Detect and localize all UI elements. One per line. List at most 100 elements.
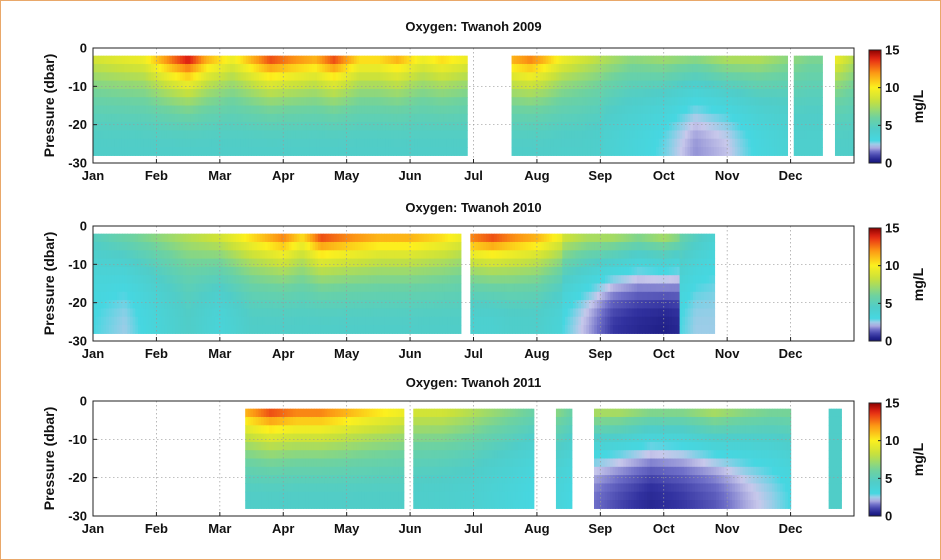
oxygen-cell: [362, 316, 367, 326]
oxygen-cell: [230, 291, 234, 301]
oxygen-cell: [658, 147, 662, 156]
oxygen-cell: [254, 233, 258, 243]
oxygen-cell: [595, 97, 599, 107]
oxygen-cell: [848, 130, 852, 140]
oxygen-cell: [415, 258, 420, 268]
oxygen-cell: [108, 55, 113, 65]
oxygen-cell: [734, 97, 739, 107]
oxygen-cell: [415, 316, 420, 326]
oxygen-cell: [222, 55, 226, 65]
oxygen-cell: [230, 300, 234, 310]
oxygen-cell: [232, 138, 236, 148]
oxygen-cell: [121, 80, 126, 90]
oxygen-cell: [294, 325, 298, 334]
oxygen-cell: [298, 97, 302, 107]
panel-title: Oxygen: Twanoh 2010: [405, 200, 541, 215]
oxygen-cell: [406, 55, 410, 65]
oxygen-cell: [732, 138, 736, 148]
oxygen-cell: [124, 291, 128, 301]
oxygen-cell: [443, 63, 447, 73]
oxygen-cell: [211, 72, 215, 82]
oxygen-cell: [114, 316, 118, 326]
oxygen-cell: [796, 105, 800, 115]
oxygen-cell: [302, 316, 306, 326]
oxygen-cell: [259, 113, 263, 123]
oxygen-cell: [616, 63, 620, 73]
oxygen-cell: [470, 283, 474, 293]
oxygen-cell: [156, 300, 160, 310]
oxygen-cell: [611, 130, 615, 140]
oxygen-cell: [779, 63, 783, 73]
oxygen-cell: [627, 147, 631, 156]
oxygen-cell: [306, 88, 310, 98]
oxygen-cell: [344, 283, 348, 293]
oxygen-cell: [169, 147, 173, 156]
oxygen-cell: [343, 88, 347, 98]
oxygen-cell: [343, 97, 347, 107]
oxygen-cell: [307, 300, 311, 310]
oxygen-cell: [140, 325, 144, 334]
oxygen-cell: [95, 97, 99, 107]
oxygen-cell: [233, 250, 237, 260]
oxygen-cell: [386, 308, 390, 318]
oxygen-cell: [127, 130, 131, 140]
oxygen-cell: [290, 105, 294, 115]
oxygen-cell: [410, 233, 414, 243]
oxygen-cell: [100, 113, 105, 123]
oxygen-cell: [737, 122, 741, 132]
oxygen-cell: [566, 97, 570, 107]
oxygen-cell: [324, 130, 329, 140]
oxygen-cell: [204, 275, 208, 285]
oxygen-cell: [381, 308, 385, 318]
oxygen-cell: [793, 63, 797, 73]
oxygen-cell: [470, 308, 474, 318]
oxygen-cell: [327, 80, 331, 90]
oxygen-cell: [600, 72, 605, 82]
oxygen-cell: [763, 97, 767, 107]
oxygen-cell: [153, 55, 157, 65]
oxygen-cell: [241, 275, 245, 285]
oxygen-cell: [711, 55, 715, 65]
oxygen-cell: [522, 147, 526, 156]
oxygen-cell: [574, 63, 578, 73]
oxygen-cell: [585, 55, 589, 65]
oxygen-cell: [472, 316, 477, 326]
oxygen-cell: [793, 122, 797, 132]
oxygen-cell: [298, 105, 302, 115]
oxygen-cell: [175, 233, 179, 243]
oxygen-cell: [182, 291, 187, 301]
oxygen-cell: [414, 72, 418, 82]
oxygen-cell: [750, 72, 754, 82]
oxygen-cell: [336, 258, 340, 268]
oxygen-cell: [658, 88, 662, 98]
oxygen-cell: [432, 88, 437, 98]
oxygen-cell: [766, 130, 770, 140]
oxygen-cell: [382, 63, 387, 73]
oxygen-cell: [637, 122, 641, 132]
oxygen-cell: [574, 113, 578, 123]
oxygen-cell: [280, 72, 284, 82]
oxygen-cell: [690, 113, 694, 123]
oxygen-cell: [817, 72, 821, 82]
oxygen-cell: [100, 233, 105, 243]
oxygen-cell: [201, 130, 205, 140]
oxygen-cell: [354, 258, 359, 268]
oxygen-cell: [719, 88, 723, 98]
oxygen-cell: [386, 325, 390, 334]
oxygen-cell: [398, 88, 402, 98]
oxygen-cell: [402, 325, 406, 334]
oxygen-cell: [399, 283, 404, 293]
oxygen-cell: [116, 308, 121, 318]
oxygen-cell: [671, 138, 676, 148]
oxygen-cell: [227, 80, 231, 90]
oxygen-cell: [172, 283, 176, 293]
oxygen-cell: [98, 147, 102, 156]
oxygen-cell: [453, 105, 458, 115]
oxygen-cell: [406, 138, 410, 148]
oxygen-cell: [574, 122, 578, 132]
oxygen-cell: [774, 113, 778, 123]
oxygen-cell: [206, 266, 211, 276]
oxygen-cell: [806, 147, 810, 156]
oxygen-cell: [455, 308, 459, 318]
oxygen-cell: [682, 122, 686, 132]
